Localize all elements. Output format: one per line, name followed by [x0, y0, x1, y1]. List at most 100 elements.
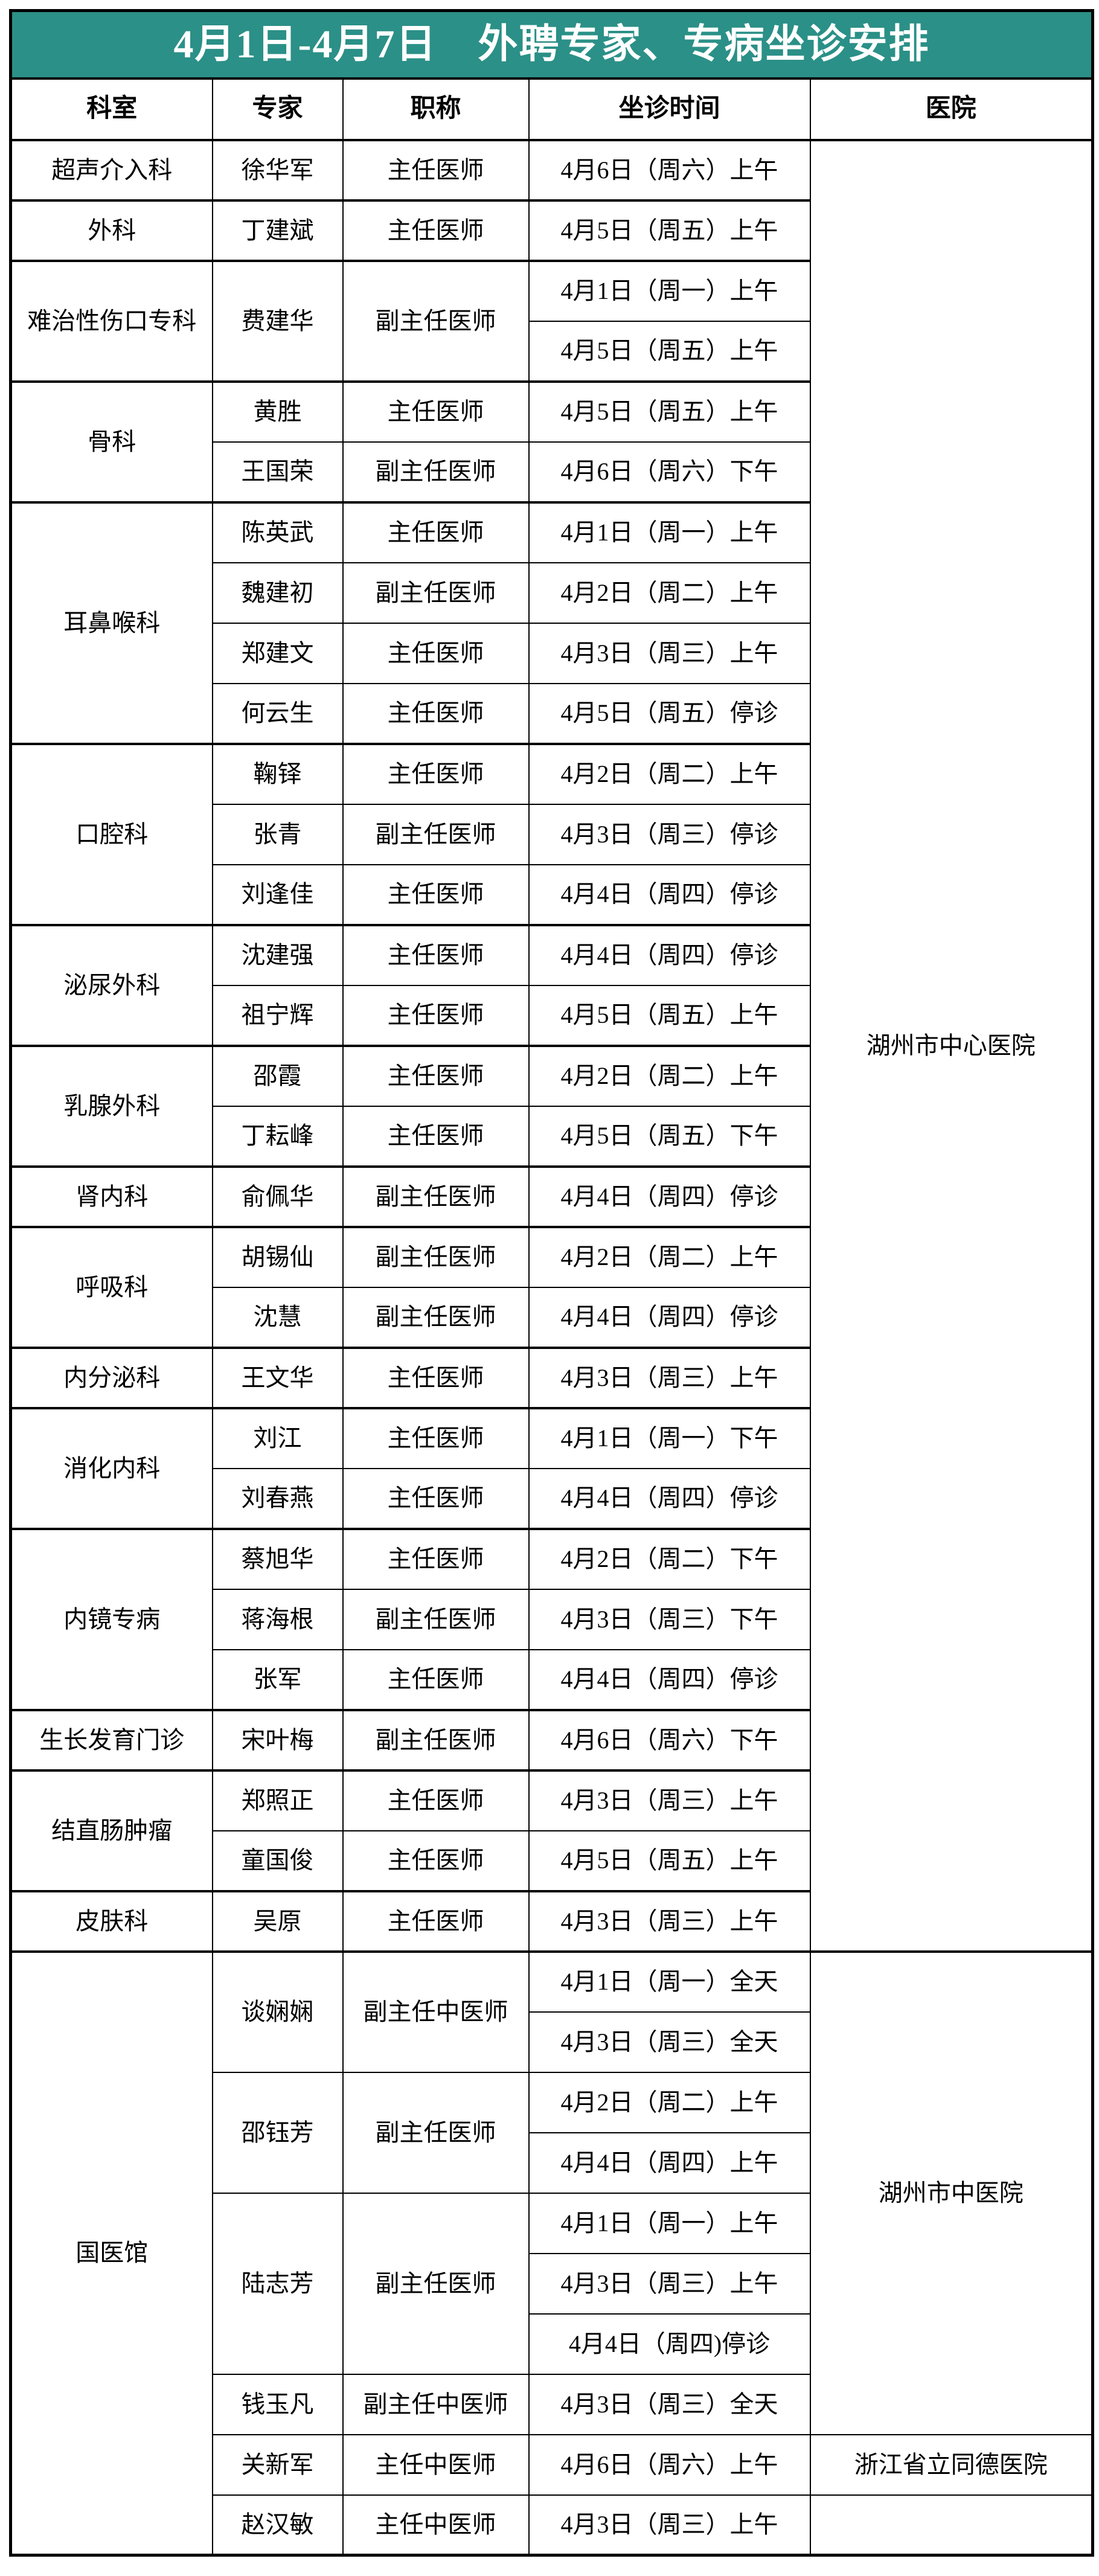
- visit-time-cell: 4月4日（周四）停诊: [528, 1467, 811, 1530]
- schedule-row: 童国俊 主任医师 4月5日（周五）上午: [11, 1830, 1093, 1892]
- schedule-row: 外科 丁建斌 主任医师 4月5日（周五）上午: [10, 199, 1093, 261]
- schedule-row: 口腔科 鞠铎 主任医师 4月2日（周二）上午: [10, 742, 1093, 926]
- job-title-cell: 副主任中医师: [342, 2373, 530, 2435]
- expert-name-cell: 钱玉凡: [211, 2373, 344, 2435]
- hospital-cell: 浙江省立同德医院: [809, 2433, 1094, 2496]
- expert-name-cell: 丁建斌: [211, 199, 344, 261]
- column-header: 医院: [809, 77, 1094, 141]
- visit-time-cell: 4月1日（周一）上午: [528, 501, 811, 563]
- job-title-cell: 副主任医师: [342, 441, 530, 503]
- visit-time-cell: 4月3日（周三）全天: [528, 2373, 811, 2435]
- expert-name-cell: 邵霞: [211, 1044, 344, 1107]
- department-cell: 乳腺外科: [10, 1044, 213, 1167]
- schedule-row: 肾内科 俞佩华 副主任医师 4月4日（周四）停诊: [10, 1165, 1093, 1228]
- expert-name-cell: 郑建文: [211, 622, 344, 684]
- job-title-cell: 副主任医师: [342, 1588, 530, 1650]
- visit-time-cell: 4月5日（周五）上午: [528, 1830, 811, 1892]
- visit-time-cell: 4月3日（周三）上午: [528, 2494, 811, 2556]
- department-cell: 生长发育门诊: [10, 1708, 213, 1771]
- schedule-row: 4月3日（周三）全天: [11, 2011, 1093, 2073]
- column-header: 专家: [211, 77, 344, 141]
- visit-time-cell: 4月1日（周一）下午: [528, 1406, 811, 1469]
- job-title-cell: 主任医师: [342, 984, 530, 1046]
- expert-name-cell: 费建华: [211, 259, 344, 382]
- department-cell: 骨科: [10, 380, 213, 503]
- expert-name-cell: 蔡旭华: [211, 1527, 344, 1590]
- expert-name-cell: 张军: [211, 1648, 344, 1711]
- schedule-row: 赵汉敏 主任中医师 4月3日（周三）上午: [11, 2494, 1094, 2556]
- visit-time-cell: 4月4日（周四）停诊: [528, 1286, 811, 1348]
- schedule-row: 4月4日（周四)停诊: [11, 2313, 1093, 2375]
- visit-time-cell: 4月5日（周五）上午: [528, 320, 811, 382]
- expert-name-cell: 赵汉敏: [211, 2494, 344, 2556]
- hospital-cell: 湖州市中心医院: [809, 138, 1094, 1952]
- job-title-cell: 主任中医师: [342, 2494, 530, 2556]
- expert-name-cell: 刘江: [211, 1406, 344, 1469]
- expert-name-cell: 沈慧: [211, 1286, 344, 1348]
- column-header: 坐诊时间: [528, 77, 811, 141]
- department-cell: 泌尿外科: [10, 923, 213, 1046]
- schedule-row: 沈慧 副主任医师 4月4日（周四）停诊: [11, 1286, 1093, 1348]
- schedule-row: 耳鼻喉科 陈英武主任医师 4月1日（周一）上午: [10, 501, 1093, 745]
- expert-name-cell: 王国荣: [211, 441, 344, 503]
- schedule-row: 皮肤科 吴原 主任医师 4月3日（周三）上午: [10, 1889, 1093, 1952]
- expert-name-cell: 刘逢佳: [211, 863, 344, 926]
- department-cell: 国医馆: [10, 1950, 213, 2556]
- page-title: 4月1日-4月7日 外聘专家、专病坐诊安排: [10, 10, 1094, 80]
- job-title-cell: 主任医师: [342, 138, 530, 201]
- job-title-cell: 主任医师: [342, 1889, 530, 1952]
- job-title-cell: 主任医师: [342, 682, 530, 745]
- department-cell: 内镜专病: [10, 1527, 213, 1711]
- department-cell: 口腔科: [10, 742, 213, 926]
- department-cell: 耳鼻喉科: [10, 501, 213, 745]
- schedule-row: 4月5日（周五）上午: [11, 320, 1093, 382]
- job-title-cell: 主任医师: [342, 1527, 530, 1590]
- department-cell: 难治性伤口专科: [10, 259, 213, 382]
- schedule-row: 泌尿外科 沈建强 主任医师 4月4日（周四）停诊: [10, 923, 1093, 1046]
- schedule-row: 结直肠肿瘤 郑照正 主任医师 4月3日（周三）上午: [10, 1769, 1093, 1892]
- expert-name-cell: 丁耘峰: [211, 1105, 344, 1167]
- expert-name-cell: 何云生: [211, 682, 344, 745]
- expert-name-cell: 张青: [211, 803, 344, 865]
- visit-time-cell: 4月5日（周五）上午: [528, 380, 811, 443]
- visit-time-cell: 4月5日（周五）停诊: [528, 682, 811, 745]
- visit-time-cell: 4月3日（周三）上午: [528, 1889, 811, 1952]
- job-title-cell: 主任医师: [342, 1467, 530, 1530]
- expert-name-cell: 陈英武: [211, 501, 344, 563]
- expert-name-cell: 俞佩华: [211, 1165, 344, 1228]
- visit-time-cell: 4月2日（周二）上午: [528, 1044, 811, 1107]
- schedule-row: 丁耘峰 主任医师 4月5日（周五）下午: [11, 1105, 1093, 1167]
- schedule-row: 陆志芳 副主任医师 4月1日（周一）上午: [11, 2192, 1093, 2375]
- expert-name-cell: 童国俊: [211, 1830, 344, 1892]
- job-title-cell: 主任医师: [342, 1648, 530, 1711]
- column-header: 科室: [10, 77, 213, 141]
- schedule-row: 何云生 主任医师 4月5日（周五）停诊: [11, 682, 1093, 745]
- department-cell: 呼吸科: [10, 1225, 213, 1348]
- expert-name-cell: 沈建强: [211, 923, 344, 986]
- expert-name-cell: 刘春燕: [211, 1467, 344, 1530]
- schedule-row: 邵钰芳 副主任医师 4月2日（周二）上午: [11, 2071, 1093, 2194]
- expert-name-cell: 黄胜: [211, 380, 344, 443]
- job-title-cell: 副主任医师: [342, 2071, 530, 2194]
- schedule-row: 内镜专病 蔡旭华 主任医师 4月2日（周二）下午: [10, 1527, 1093, 1711]
- job-title-cell: 主任医师: [342, 742, 530, 805]
- expert-name-cell: 谈娴娴: [211, 1950, 344, 2073]
- visit-time-cell: 4月6日（周六）下午: [528, 441, 811, 503]
- visit-time-cell: 4月2日（周二）上午: [528, 562, 811, 624]
- visit-time-cell: 4月2日（周二）上午: [528, 2071, 811, 2133]
- hospital-cell: [809, 2494, 1094, 2556]
- title-row: 4月1日-4月7日 外聘专家、专病坐诊安排: [10, 10, 1094, 80]
- job-title-cell: 副主任医师: [342, 2192, 530, 2375]
- job-title-cell: 主任中医师: [342, 2433, 530, 2496]
- expert-name-cell: 邵钰芳: [211, 2071, 344, 2194]
- schedule-row: 刘逢佳 主任医师 4月4日（周四）停诊: [11, 863, 1093, 926]
- visit-time-cell: 4月3日（周三）停诊: [528, 803, 811, 865]
- expert-name-cell: 关新军: [211, 2433, 344, 2496]
- schedule-row: 国医馆 谈娴娴 副主任中医师 4月1日（周一）全天 湖州市中医院: [10, 1950, 1094, 2556]
- schedule-row: 超声介入科 徐华军 主任医师 4月6日（周六）上午 湖州市中心医院: [10, 138, 1094, 1952]
- visit-time-cell: 4月4日（周四）上午: [528, 2132, 811, 2194]
- job-title-cell: 主任医师: [342, 923, 530, 986]
- schedule-row: 呼吸科 胡锡仙 副主任医师 4月2日（周二）上午: [10, 1225, 1093, 1348]
- expert-name-cell: 鞠铎: [211, 742, 344, 805]
